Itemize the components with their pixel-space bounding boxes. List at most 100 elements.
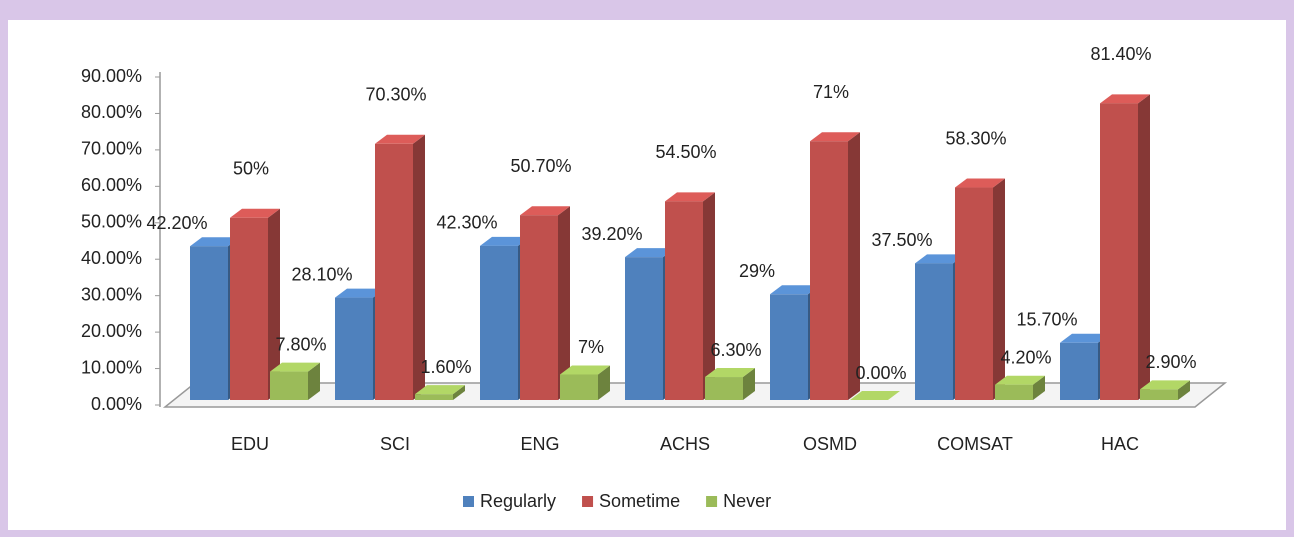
bar-top [335, 288, 385, 298]
bar-top [625, 248, 675, 258]
value-label: 29% [739, 261, 775, 281]
y-tick-label: 70.00% [81, 139, 142, 159]
bar [665, 201, 703, 400]
bar [810, 141, 848, 400]
bar-side [993, 178, 1005, 400]
bar-side [558, 206, 570, 400]
y-tick-label: 40.00% [81, 248, 142, 268]
y-tick-label: 0.00% [91, 394, 142, 414]
bar [955, 187, 993, 400]
bar [1100, 103, 1138, 400]
bar [480, 245, 518, 400]
bar [705, 377, 743, 400]
bar-top [955, 178, 1005, 188]
bar-side [413, 134, 425, 400]
x-tick-label: EDU [231, 434, 269, 454]
y-tick-label: 50.00% [81, 212, 142, 232]
legend-swatch [463, 496, 474, 507]
bar-side [1138, 94, 1150, 400]
bar [770, 294, 808, 400]
y-tick-label: 20.00% [81, 321, 142, 341]
value-label: 7.80% [275, 334, 326, 354]
bar [1140, 389, 1178, 400]
bar-top [770, 285, 820, 295]
bar-side [743, 368, 755, 400]
bar-side [1033, 375, 1045, 400]
bar-top [810, 132, 860, 142]
y-tick-label: 90.00% [81, 66, 142, 86]
bar-top [520, 206, 570, 216]
value-label: 7% [578, 337, 604, 357]
x-tick-label: OSMD [803, 434, 857, 454]
bar-top [230, 208, 280, 218]
bar-side [1178, 380, 1190, 400]
bar-side [268, 208, 280, 400]
bar-top [190, 237, 240, 247]
value-label: 37.50% [871, 230, 932, 250]
bar-top [415, 385, 465, 395]
value-label: 0.00% [855, 363, 906, 383]
x-tick-label: SCI [380, 434, 410, 454]
bar-top [1140, 380, 1190, 390]
y-tick-label: 60.00% [81, 175, 142, 195]
bar-side [848, 132, 860, 400]
bar [375, 143, 413, 400]
legend-swatch [582, 496, 594, 507]
value-label: 4.20% [1000, 347, 1051, 367]
value-label: 15.70% [1016, 310, 1077, 330]
y-tick-label: 30.00% [81, 284, 142, 304]
value-label: 42.20% [146, 213, 207, 233]
value-label: 39.20% [581, 224, 642, 244]
bar-top [560, 365, 610, 375]
value-label: 42.30% [436, 213, 497, 233]
bar-side [703, 192, 715, 400]
bar-top [705, 368, 755, 378]
bar-top [665, 192, 715, 202]
bar [520, 215, 558, 400]
bar-top [850, 391, 900, 400]
bar [270, 371, 308, 400]
bar-top [995, 375, 1045, 385]
bar [995, 384, 1033, 400]
value-label: 6.30% [710, 340, 761, 360]
bar-side [308, 362, 320, 400]
bar [915, 263, 953, 400]
bar-top [915, 254, 965, 264]
x-tick-label: ACHS [660, 434, 710, 454]
value-label: 28.10% [291, 264, 352, 284]
y-tick-label: 10.00% [81, 357, 142, 377]
bar-top [1060, 333, 1110, 343]
x-tick-label: ENG [520, 434, 559, 454]
bar-side [453, 385, 465, 400]
value-label: 54.50% [655, 142, 716, 162]
legend-swatch [706, 496, 718, 507]
x-tick-label: COMSAT [937, 434, 1013, 454]
bar [415, 394, 453, 400]
bar [625, 257, 663, 400]
value-label: 50% [233, 159, 269, 179]
bar-top [375, 134, 425, 144]
bar-top [1100, 94, 1150, 104]
value-label: 1.60% [420, 357, 471, 377]
bar [335, 297, 373, 400]
bar-side [598, 365, 610, 400]
bar-top [480, 236, 530, 246]
bar [190, 246, 228, 400]
value-label: 81.40% [1090, 44, 1151, 64]
value-label: 58.30% [945, 128, 1006, 148]
value-label: 50.70% [510, 156, 571, 176]
y-tick-label: 80.00% [81, 102, 142, 122]
value-label: 2.90% [1145, 352, 1196, 372]
bar [1060, 342, 1098, 400]
value-label: 71% [813, 82, 849, 102]
x-tick-label: HAC [1101, 434, 1139, 454]
legend-label: Regularly [480, 491, 556, 511]
bar [230, 217, 268, 400]
value-label: 70.30% [365, 85, 426, 105]
bar [560, 374, 598, 400]
legend-label: Sometime [599, 491, 680, 511]
bar-top [270, 362, 320, 372]
legend-label: Never [723, 491, 771, 511]
